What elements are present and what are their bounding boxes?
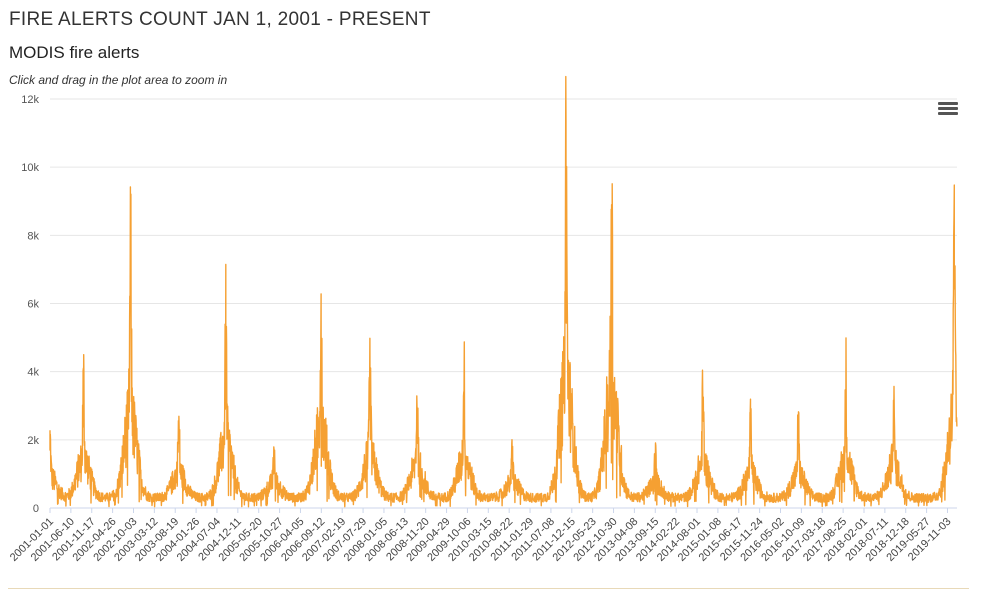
- y-tick-label: 0: [33, 503, 39, 515]
- y-tick-label: 10k: [21, 162, 39, 174]
- y-tick-label: 4k: [27, 367, 39, 379]
- bottom-divider: [8, 588, 969, 589]
- page-title: FIRE ALERTS COUNT JAN 1, 2001 - PRESENT: [9, 9, 431, 30]
- y-tick-label: 2k: [27, 435, 39, 447]
- series-modis-fire-alerts: [49, 75, 958, 508]
- y-tick-label: 8k: [27, 230, 39, 242]
- chart-subtitle: Click and drag in the plot area to zoom …: [9, 73, 228, 87]
- grid-lines: [50, 98, 957, 509]
- hamburger-menu-icon[interactable]: [938, 102, 958, 120]
- series-line: [49, 75, 958, 508]
- chart-title: MODIS fire alerts: [9, 43, 140, 62]
- x-axis-ticks: 2001-01-012001-06-102001-11-172002-04-26…: [8, 508, 954, 564]
- y-axis-ticks: 0 2k 4k 6k 8k 10k 12k: [21, 94, 39, 515]
- y-tick-label: 6k: [27, 299, 39, 311]
- y-tick-label: 12k: [21, 94, 39, 106]
